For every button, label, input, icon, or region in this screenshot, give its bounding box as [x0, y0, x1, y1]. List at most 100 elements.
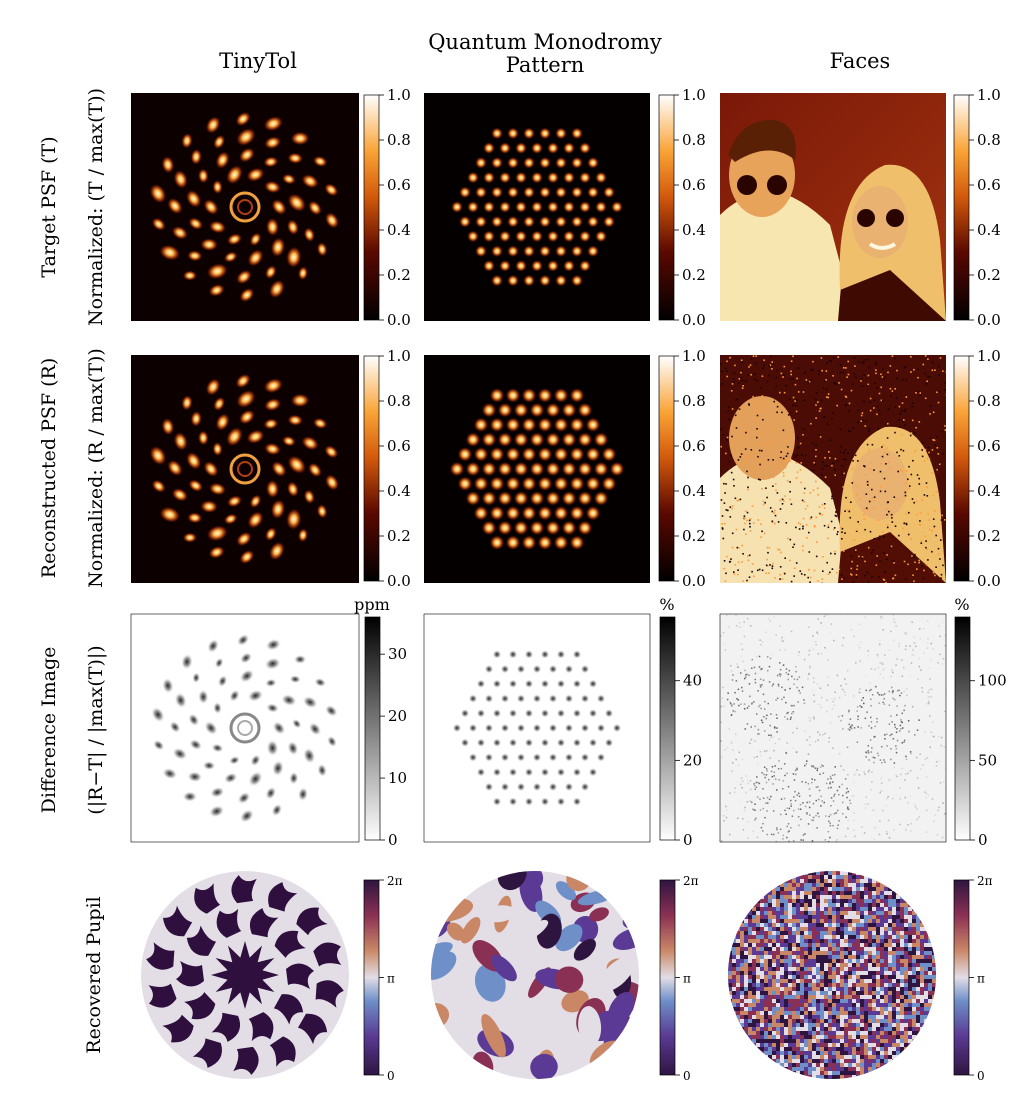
psf-spot [563, 142, 575, 155]
psf-spot [499, 171, 511, 184]
psf-spot [587, 215, 599, 228]
psf-spot [516, 782, 526, 792]
psf-spot [172, 747, 188, 761]
psf-spot [521, 476, 537, 492]
psf-spot [500, 752, 510, 762]
psf-spot [539, 186, 551, 199]
psf-spot [513, 461, 529, 477]
psf-spot [596, 752, 606, 762]
psf-spot [580, 723, 590, 733]
psf-spot [564, 752, 574, 762]
psf-spot [545, 402, 561, 418]
psf-spot [266, 739, 279, 757]
psf-spot [236, 389, 256, 409]
colorbar-tick-label: 0 [388, 831, 398, 849]
psf-spot [579, 201, 591, 213]
psf-spot [555, 186, 567, 199]
psf-spot [188, 217, 204, 230]
psf-spot [264, 265, 277, 280]
psf-spot [468, 752, 478, 762]
psf-spot [484, 694, 494, 704]
psf-spot [540, 649, 550, 659]
psf-spot [212, 701, 223, 715]
colorbar-tick-label: 2π [977, 874, 993, 888]
psf-spot [532, 694, 542, 704]
psf-spot [285, 246, 302, 269]
psf-spot [497, 490, 513, 506]
row-label-difference-formula: (|R−T| / |max(T)|) [85, 645, 107, 814]
column-title-qmp-line2: Pattern [506, 53, 585, 77]
psf-spot [491, 215, 503, 228]
psf-spot [457, 446, 473, 462]
psf-spot [289, 674, 302, 684]
psf-spot [268, 541, 285, 561]
psf-spot [303, 489, 316, 505]
psf-spot [467, 201, 479, 213]
psf-spot [263, 115, 284, 132]
psf-spot [499, 230, 511, 243]
psf-spot [500, 664, 510, 674]
psf-spot [297, 528, 309, 543]
colorbar-tick-label: 0.6 [387, 176, 411, 194]
psf-spot [263, 156, 279, 168]
psf-spot [579, 171, 591, 184]
colorbar-tick-label: 10 [388, 769, 407, 787]
psf-spot [529, 520, 545, 536]
psf-spot [547, 201, 559, 213]
psf-spot [529, 461, 545, 477]
psf-spot [588, 708, 598, 718]
psf-spot [547, 171, 559, 184]
colorbar-tick-label: 0.4 [682, 221, 706, 239]
psf-spot [508, 649, 518, 659]
psf-spot [571, 127, 583, 140]
psf-spot [161, 677, 174, 694]
psf-spot [497, 461, 513, 477]
colorbar-tick-label: 50 [978, 751, 997, 769]
psf-spot [481, 402, 497, 418]
psf-spot [537, 446, 553, 462]
psf-spot [588, 767, 598, 777]
psf-spot [572, 708, 582, 718]
psf-spot [246, 167, 265, 182]
psf-spot [271, 460, 287, 478]
psf-spot [569, 417, 585, 433]
psf-spot [580, 664, 590, 674]
psf-spot [247, 249, 264, 267]
psf-spot [312, 155, 328, 168]
row-label-target-normalized: Normalized: (T / max(T)) [85, 88, 107, 326]
psf-spot [174, 692, 187, 709]
psf-spot [508, 708, 518, 718]
psf-spot [459, 215, 471, 228]
psf-spot [564, 723, 574, 733]
colorbar-tick-label: 2π [683, 874, 699, 888]
psf-spot [595, 201, 607, 213]
psf-spot [476, 738, 486, 748]
psf-spot [569, 505, 585, 521]
psf-spot [236, 633, 250, 647]
psf-spot [208, 220, 227, 234]
psf-spot [556, 738, 566, 748]
psf-spot [588, 738, 598, 748]
psf-spot [564, 694, 574, 704]
row-label-difference-image: Difference Image [38, 647, 60, 814]
psf-spot [476, 708, 486, 718]
psf-spot [523, 215, 535, 228]
colorbar-tick-label: 100 [978, 672, 1007, 690]
colorbar-tick-label: 0.6 [977, 176, 1001, 194]
psf-spot [513, 520, 529, 536]
psf-spot [540, 767, 550, 777]
psf-spot [151, 706, 165, 723]
colorbar-tick-label: 20 [388, 707, 407, 725]
psf-spot [308, 722, 322, 736]
psf-spot [239, 809, 255, 823]
psf-spot [236, 269, 252, 285]
psf-spot [290, 393, 310, 408]
psf-spot [523, 274, 535, 287]
psf-spot [206, 525, 229, 542]
psf-spot [297, 786, 309, 802]
psf-spot [475, 156, 487, 169]
colorbar-tick-label: 0.8 [977, 131, 1001, 149]
panel-diff-faces [720, 614, 946, 842]
psf-spot [563, 171, 575, 184]
psf-spot [596, 723, 606, 733]
